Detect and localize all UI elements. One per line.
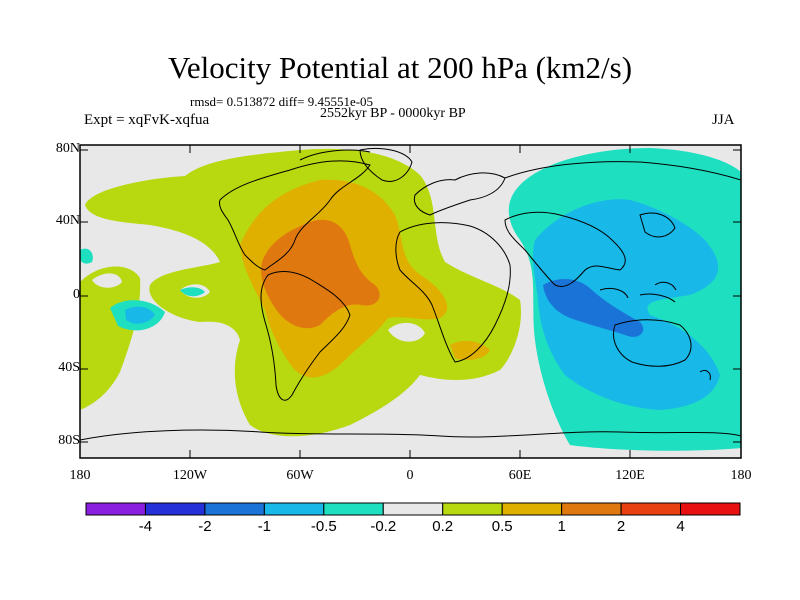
- colorbar-label: 0.5: [491, 518, 513, 535]
- colorbar-label: 1: [557, 518, 566, 535]
- colorbar-label: -2: [198, 518, 212, 535]
- x-tick-label: 180: [69, 468, 91, 483]
- y-tick-label: 40S: [58, 360, 80, 375]
- contour-negative-0.5: [533, 199, 720, 410]
- colorbar-label: -0.2: [370, 518, 397, 535]
- axis-ticks: [80, 145, 741, 458]
- colorbar-swatch: [442, 502, 503, 516]
- colorbar-label: 0.2: [432, 518, 454, 535]
- y-tick-label: 80N: [55, 141, 80, 156]
- x-tick-label: 60W: [286, 468, 314, 483]
- colorbar-label: -0.5: [310, 518, 337, 535]
- colorbar-swatch: [382, 502, 444, 516]
- contour-negative-1: [543, 278, 644, 337]
- season-label: JJA: [712, 112, 735, 128]
- x-tick-label: 180: [730, 468, 752, 483]
- colorbar-label: 4: [676, 518, 685, 535]
- colorbar: [85, 502, 741, 516]
- colorbar-label: 2: [616, 518, 626, 535]
- colorbar-swatch: [501, 502, 563, 516]
- x-tick-label: 60E: [508, 468, 532, 483]
- colorbar-swatch: [323, 502, 384, 516]
- colorbar-swatch: [620, 502, 682, 516]
- colorbar-swatch: [204, 502, 265, 516]
- colorbar-swatch: [561, 502, 622, 516]
- experiment-label: Expt = xqFvK-xqfua: [84, 112, 210, 128]
- stats-text: rmsd= 0.513872 diff= 9.45551e-05: [190, 94, 374, 109]
- colorbar-swatch: [263, 502, 325, 516]
- colorbar-swatch: [680, 502, 741, 516]
- colorbar-swatch: [85, 502, 146, 516]
- contour-fields: [80, 148, 741, 451]
- coastlines: [80, 148, 741, 441]
- contour-positive-1: [261, 219, 380, 329]
- x-tick-label: 120W: [172, 468, 208, 483]
- map-title: Velocity Potential at 200 hPa (km2/s): [167, 50, 633, 85]
- y-tick-label: 40N: [55, 213, 80, 228]
- period-text: 2552kyr BP - 0000kyr BP: [320, 106, 466, 121]
- x-tick-label: 0: [406, 468, 414, 483]
- y-tick-label: 80S: [58, 433, 80, 448]
- colorbar-label: -4: [138, 518, 153, 535]
- colorbar-swatch: [144, 502, 206, 516]
- x-tick-label: 120E: [615, 468, 645, 483]
- contour-negative-0.2-west: [80, 248, 93, 264]
- y-tick-label: 0: [73, 287, 80, 302]
- colorbar-label: -1: [257, 518, 272, 535]
